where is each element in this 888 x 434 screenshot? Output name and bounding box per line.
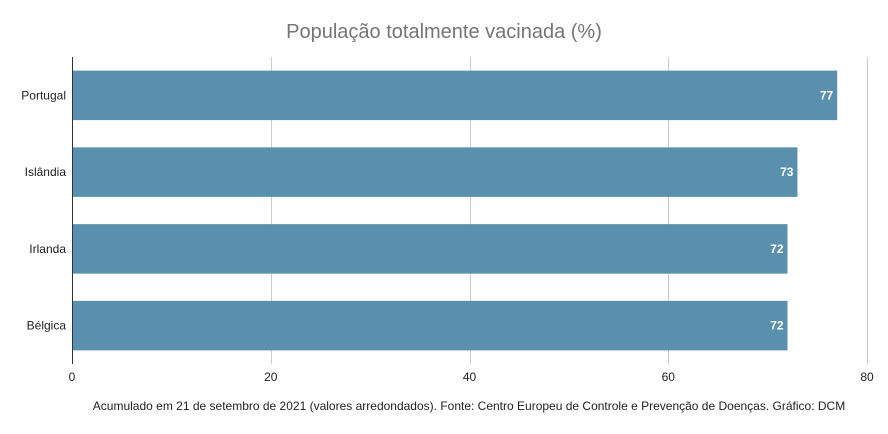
data-label: 72 [770, 242, 784, 256]
category-label: Bélgica [27, 319, 67, 333]
bar-portugal [72, 70, 838, 121]
bar-bélgica [72, 300, 788, 351]
data-label: 77 [820, 88, 834, 102]
chart-caption: Acumulado em 21 de setembro de 2021 (val… [93, 399, 845, 413]
bar-islândia [72, 147, 798, 197]
category-label: Portugal [21, 88, 66, 102]
x-tick-label: 0 [69, 370, 76, 384]
bar-irlanda [72, 224, 788, 274]
x-tick-label: 40 [463, 370, 477, 384]
axes: 0 20 40 60 80 Portugal Islândia Irlanda Bélgica [21, 57, 874, 384]
data-label: 73 [780, 165, 794, 179]
category-label: Irlanda [29, 242, 66, 256]
category-label: Islândia [25, 165, 67, 179]
bars: 77 73 72 72 [72, 70, 838, 351]
x-tick-label: 80 [860, 370, 874, 384]
data-label: 72 [770, 319, 784, 333]
x-tick-label: 60 [662, 370, 676, 384]
chart-title: População totalmente vacinada (%) [286, 21, 602, 43]
x-tick-label: 20 [264, 370, 278, 384]
